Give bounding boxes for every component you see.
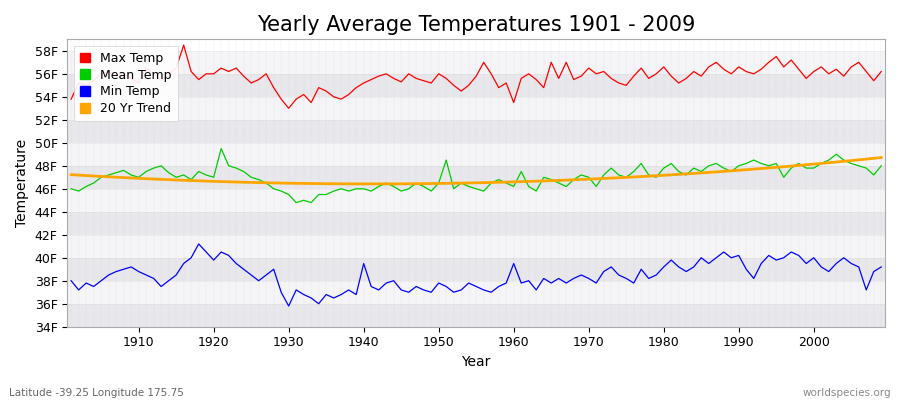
Bar — [68, 189, 885, 212]
Bar — [68, 258, 885, 281]
X-axis label: Year: Year — [462, 355, 490, 369]
Bar — [68, 120, 885, 143]
Text: worldspecies.org: worldspecies.org — [803, 388, 891, 398]
Bar — [68, 51, 885, 74]
Y-axis label: Temperature: Temperature — [15, 139, 29, 227]
Bar — [68, 74, 885, 97]
Bar — [68, 235, 885, 258]
Text: Latitude -39.25 Longitude 175.75: Latitude -39.25 Longitude 175.75 — [9, 388, 184, 398]
Bar — [68, 143, 885, 166]
Bar — [68, 212, 885, 235]
Bar — [68, 304, 885, 327]
Legend: Max Temp, Mean Temp, Min Temp, 20 Yr Trend: Max Temp, Mean Temp, Min Temp, 20 Yr Tre… — [74, 46, 177, 121]
Bar — [68, 281, 885, 304]
Title: Yearly Average Temperatures 1901 - 2009: Yearly Average Temperatures 1901 - 2009 — [257, 15, 696, 35]
Bar — [68, 97, 885, 120]
Bar — [68, 166, 885, 189]
